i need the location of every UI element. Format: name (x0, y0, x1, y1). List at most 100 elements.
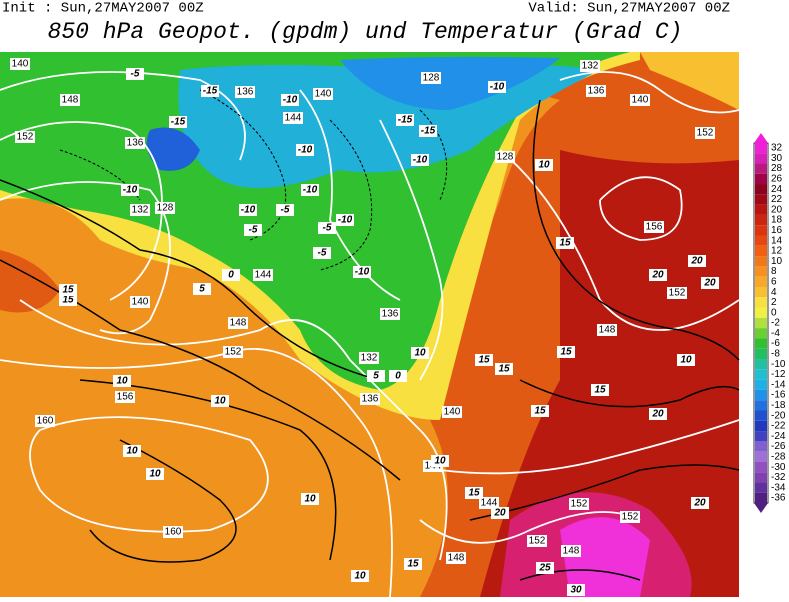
geopotential-label: 152 (697, 128, 714, 139)
colorbar-label: -14 (771, 379, 786, 390)
temperature-label-box (336, 214, 354, 226)
geopotential-label-box (667, 287, 687, 299)
geopotential-label: 148 (230, 318, 247, 329)
colorbar-swatch (755, 173, 767, 185)
temperature-label: 20 (651, 409, 664, 420)
temperature-label: 20 (693, 498, 706, 509)
temperature-label-box (211, 395, 229, 407)
temperature-label-box (649, 408, 667, 420)
geopotential-label-box (446, 552, 466, 564)
colorbar-label: -2 (771, 318, 780, 329)
temperature-label-box (419, 125, 437, 137)
temperature-label-box (301, 184, 319, 196)
temperature-label: -5 (323, 223, 332, 234)
temperature-label-box (557, 346, 575, 358)
temperature-label-box (495, 363, 513, 375)
geopotential-label-box (359, 352, 379, 364)
geopotential-label-box (155, 202, 175, 214)
temperature-label: 10 (414, 348, 426, 359)
geopotential-label-box (163, 526, 183, 538)
colorbar-swatch (755, 379, 767, 390)
colorbar-label: -16 (771, 390, 786, 401)
temperature-label-box (59, 284, 77, 296)
temperature-label: 25 (538, 563, 551, 574)
geopotential-label: 140 (444, 407, 461, 418)
temperature-label-box (281, 94, 299, 106)
colorbar-swatch (755, 163, 767, 174)
colorbar-swatch (755, 235, 767, 246)
geopotential-label: 160 (37, 416, 54, 427)
colorbar-arrow-bottom (754, 503, 768, 513)
geopotential-label: 152 (529, 536, 546, 547)
temperature-label: 10 (538, 160, 550, 171)
colorbar-label: -4 (771, 328, 780, 339)
colorbar-label: 10 (771, 256, 783, 267)
geopotential-label-box (569, 498, 589, 510)
geopotential-label-box (253, 269, 273, 281)
temperature-label-box (222, 269, 240, 281)
colorbar-label: -30 (771, 462, 786, 473)
temperature-label: -10 (490, 82, 505, 93)
temperature-label-box (535, 159, 553, 171)
temperature-label: 10 (680, 355, 692, 366)
geopotential-label-box (586, 85, 606, 97)
colorbar-label: 26 (771, 174, 783, 185)
colorbar-label: -34 (771, 482, 786, 493)
colorbar-label: 20 (771, 204, 783, 215)
geopotential-label-box (630, 94, 650, 106)
colorbar-label: -6 (771, 338, 780, 349)
temperature-label: -10 (413, 155, 428, 166)
geopotential-label-box (115, 391, 135, 403)
colorbar-label: 8 (771, 266, 777, 277)
geopotential-label-box (130, 204, 150, 216)
geopotential-label: 132 (582, 61, 599, 72)
colorbar-swatch (755, 276, 767, 287)
geopotential-label-box (130, 296, 150, 308)
colorbar-label: -18 (771, 400, 786, 411)
temperature-label: -10 (355, 267, 370, 278)
geopotential-label: 152 (17, 132, 34, 143)
geopotential-label: 152 (571, 499, 588, 510)
temperature-label: 5 (199, 284, 205, 295)
temperature-label-box (688, 255, 706, 267)
colorbar-swatch (755, 225, 767, 236)
colorbar-swatch (755, 245, 767, 257)
colorbar-swatch (755, 194, 767, 205)
colorbar-label: 24 (771, 184, 783, 195)
geopotential-label-box (235, 86, 255, 98)
temperature-label-box (244, 224, 262, 236)
geopotential-label: 148 (599, 325, 616, 336)
colorbar-label: 30 (771, 153, 783, 164)
colorbar-label: 22 (771, 194, 783, 205)
colorbar-swatch (755, 184, 767, 195)
temperature-label: -10 (123, 185, 138, 196)
geopotential-label: 140 (315, 89, 332, 100)
colorbar-label: -26 (771, 441, 786, 452)
geopotential-label-box (223, 346, 243, 358)
colorbar-label: -32 (771, 472, 786, 483)
temperature-label: 10 (214, 396, 226, 407)
temperature-label-box (201, 85, 219, 97)
colorbar-arrow-top (754, 133, 768, 143)
temperature-label: -10 (283, 95, 298, 106)
temperature-label-box (465, 487, 483, 499)
colorbar-swatch (755, 256, 767, 267)
colorbar-swatch (755, 153, 767, 164)
colorbar-label: 2 (771, 297, 777, 308)
colorbar-label: 4 (771, 287, 777, 298)
temperature-label-box (59, 294, 77, 306)
geopotential-label: 128 (423, 73, 440, 84)
temperature-label-box (313, 247, 331, 259)
colorbar-label: 0 (771, 307, 777, 318)
geopotential-label-box (442, 406, 462, 418)
colorbar-swatch (755, 472, 767, 483)
temperature-label: 15 (62, 295, 74, 306)
temperature-label: -10 (241, 205, 256, 216)
geopotential-label-box (597, 324, 617, 336)
temperature-label: -15 (171, 117, 186, 128)
colorbar-label: 6 (771, 276, 777, 287)
temperature-label: 10 (434, 456, 446, 467)
temperature-label-box (121, 184, 139, 196)
colorbar-swatch (755, 441, 767, 452)
